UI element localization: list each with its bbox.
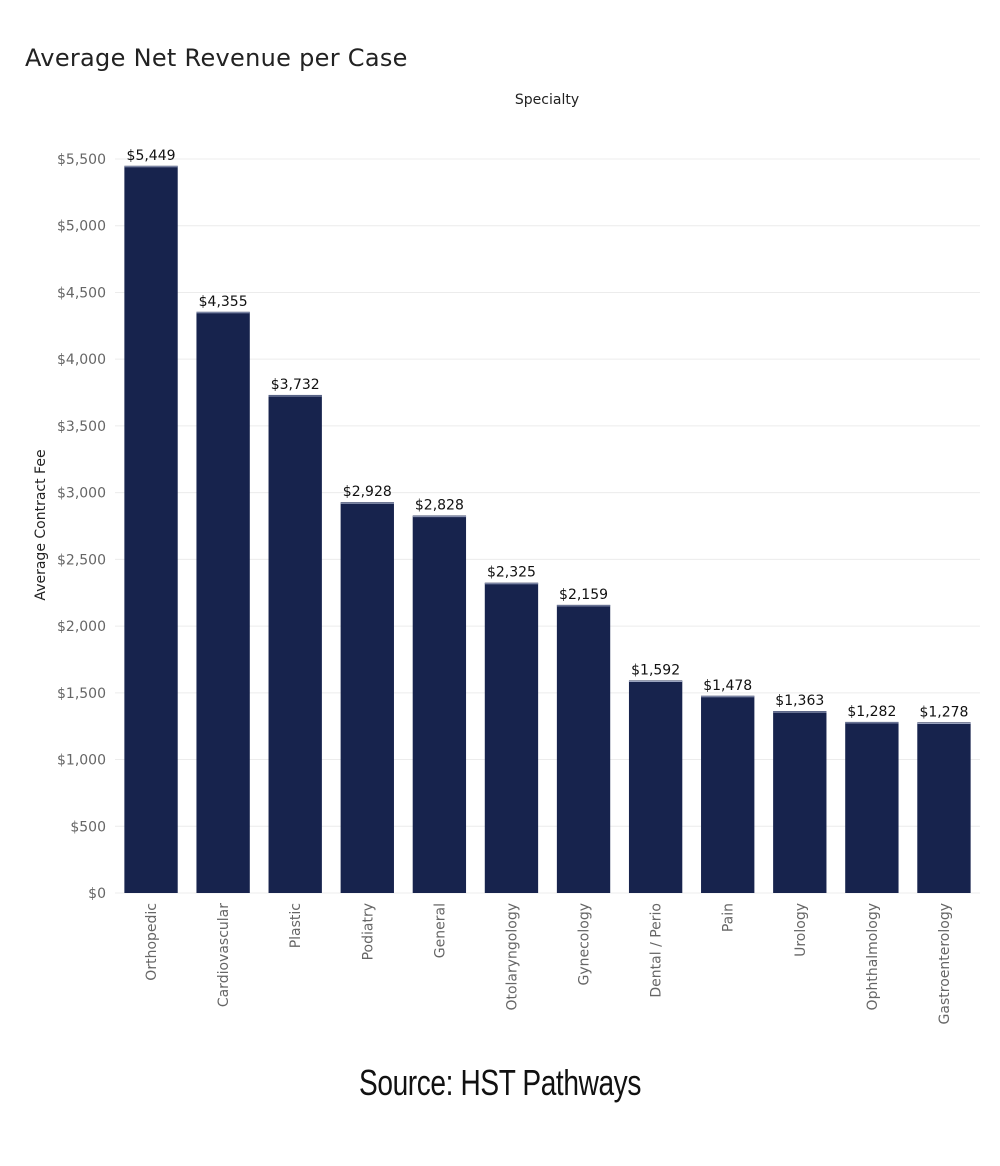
x-tick-label: Gynecology — [577, 903, 593, 986]
bar — [124, 165, 178, 894]
value-labels: $5,449 $4,355 $3,732 $2,928 $2,828 $2,325 $2,1… — [127, 148, 969, 721]
bar — [412, 515, 467, 893]
y-tick-label: $2,500 — [57, 552, 106, 568]
x-tick-label: Otolaryngology — [504, 903, 520, 1011]
bar — [268, 394, 322, 893]
value-label: $4,355 — [199, 294, 248, 310]
value-label: $2,159 — [559, 587, 608, 603]
bar — [340, 502, 394, 893]
bars — [124, 165, 971, 894]
bar — [196, 311, 250, 894]
value-label: $2,828 — [415, 498, 464, 514]
x-tick-label: Urology — [793, 903, 809, 957]
y-tick-label: $3,000 — [57, 486, 106, 502]
value-label: $5,449 — [127, 148, 176, 164]
x-tick-label: Plastic — [288, 903, 304, 948]
x-tick-label: Podiatry — [360, 903, 376, 960]
bar-chart: $0 $500 $1,000 $1,500 $2,000 $2,500 $3,000 $3,5… — [33, 92, 980, 1025]
value-label: $2,325 — [487, 565, 536, 581]
bar — [484, 582, 539, 893]
y-tick-label: $500 — [70, 819, 106, 835]
bar — [556, 604, 611, 893]
x-tick-label: Ophthalmology — [865, 903, 881, 1010]
x-tick-label: Dental / Perio — [649, 903, 665, 998]
y-tick-label: $1,500 — [57, 686, 106, 702]
y-axis-ticks: $0 $500 $1,000 $1,500 $2,000 $2,500 $3,000 $3,5… — [57, 152, 106, 902]
x-axis-label: Specialty — [515, 92, 579, 108]
x-tick-label: Orthopedic — [144, 903, 160, 981]
y-tick-label: $5,000 — [57, 219, 106, 235]
value-label: $1,282 — [847, 704, 896, 720]
value-label: $1,363 — [775, 693, 824, 709]
y-tick-label: $4,500 — [57, 285, 106, 301]
bar — [917, 722, 971, 893]
grid-lines — [115, 158, 980, 894]
y-tick-label: $3,500 — [57, 419, 106, 435]
x-tick-label: Cardiovascular — [216, 903, 232, 1007]
value-label: $1,278 — [919, 704, 968, 720]
chart-title: Average Net Revenue per Case — [25, 44, 408, 72]
y-axis-label: Average Contract Fee — [33, 449, 49, 600]
bar — [773, 711, 827, 893]
bar — [845, 721, 899, 893]
value-label: $3,732 — [271, 377, 320, 393]
y-tick-label: $2,000 — [57, 619, 106, 635]
y-tick-label: $1,000 — [57, 753, 106, 769]
bar — [701, 695, 755, 893]
x-tick-label: General — [432, 903, 448, 958]
x-tick-label: Pain — [721, 903, 737, 932]
value-label: $1,478 — [703, 678, 752, 694]
y-tick-label: $0 — [88, 886, 106, 902]
source-caption: Source: HST Pathways — [359, 1062, 641, 1103]
y-tick-label: $4,000 — [57, 352, 106, 368]
value-label: $2,928 — [343, 484, 392, 500]
x-axis-ticks: Orthopedic Cardiovascular Plastic Podiatry G… — [144, 903, 953, 1025]
x-tick-label: Gastroenterology — [937, 903, 953, 1024]
y-tick-label: $5,500 — [57, 152, 106, 168]
bar — [628, 680, 683, 893]
value-label: $1,592 — [631, 663, 680, 679]
